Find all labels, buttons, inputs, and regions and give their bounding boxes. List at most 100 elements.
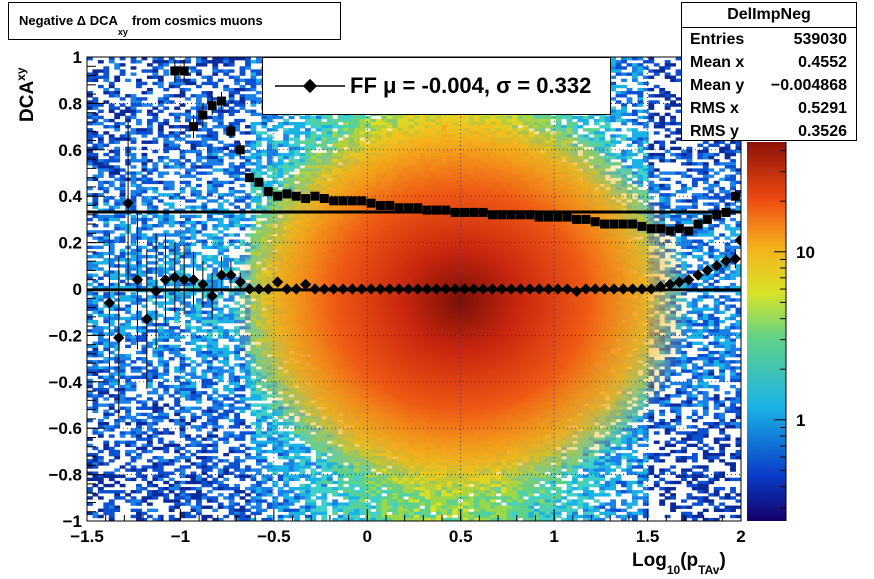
heatmap-cell <box>146 465 153 469</box>
heatmap-cell <box>201 449 208 454</box>
heatmap-cell <box>272 505 279 509</box>
heatmap-cell <box>97 326 104 330</box>
heatmap-cell <box>255 468 262 472</box>
heatmap-cell <box>294 514 300 519</box>
heatmap-cell <box>206 505 213 509</box>
heatmap-cell <box>223 125 230 129</box>
heatmap-cell <box>228 499 235 503</box>
heatmap-cell <box>250 434 257 438</box>
heatmap-cell <box>179 273 186 277</box>
heatmap-cell <box>245 425 251 429</box>
heatmap-cell <box>108 60 115 64</box>
heatmap-cell <box>92 514 99 519</box>
heatmap-cell <box>141 155 148 160</box>
heatmap-cell <box>92 310 99 315</box>
heatmap-cell <box>92 273 99 277</box>
heatmap-cell <box>114 273 121 277</box>
heatmap-cell <box>212 415 219 420</box>
heatmap-cell <box>125 118 131 123</box>
heatmap-cell <box>119 214 126 219</box>
heatmap-cell <box>223 84 230 89</box>
heatmap-cell <box>228 60 235 64</box>
heatmap-cell <box>87 186 93 191</box>
heatmap-cell <box>87 245 93 250</box>
heatmap-cell <box>234 474 240 478</box>
heatmap-cell <box>283 143 290 147</box>
heatmap-cell <box>146 360 153 364</box>
heatmap-cell <box>190 81 197 86</box>
heatmap-cell <box>168 440 175 444</box>
heatmap-cell <box>326 125 333 129</box>
heatmap-cell <box>190 307 197 311</box>
heatmap-cell <box>87 261 93 265</box>
heatmap-cell <box>108 171 115 175</box>
heatmap-cell <box>310 490 317 494</box>
heatmap-cell <box>97 449 104 454</box>
heatmap-cell <box>179 369 186 373</box>
heatmap-cell <box>136 335 142 339</box>
heatmap-cell <box>321 462 328 466</box>
heatmap-cell <box>168 490 175 494</box>
heatmap-cell <box>108 499 115 503</box>
heatmap-cell <box>261 165 268 169</box>
heatmap-cell <box>119 220 126 225</box>
heatmap-cell <box>87 353 93 358</box>
heatmap-cell <box>337 128 344 132</box>
heatmap-cell <box>136 230 142 234</box>
heatmap-cell <box>97 245 104 250</box>
heatmap-cell <box>141 511 148 516</box>
heatmap-cell <box>288 443 295 448</box>
heatmap-cell <box>163 72 170 76</box>
heatmap-cell <box>250 109 257 113</box>
heatmap-cell <box>196 230 202 234</box>
heatmap-cell <box>212 347 219 352</box>
heatmap-cell <box>217 245 224 250</box>
heatmap-cell <box>179 125 186 129</box>
heatmap-cell <box>343 480 349 485</box>
heatmap-cell <box>201 514 208 519</box>
heatmap-cell <box>310 140 317 144</box>
heatmap-cell <box>141 233 148 237</box>
heatmap-cell <box>255 72 262 76</box>
heatmap-cell <box>157 214 164 219</box>
heatmap-cell <box>321 493 328 497</box>
heatmap-cell <box>190 496 197 500</box>
heatmap-cell <box>136 369 142 373</box>
heatmap-cell <box>190 233 197 237</box>
heatmap-cell <box>245 168 251 172</box>
heatmap-cell <box>255 112 262 117</box>
heatmap-cell <box>125 493 131 497</box>
heatmap-cell <box>185 486 191 491</box>
heatmap-cell <box>250 397 257 401</box>
heatmap-cell <box>277 171 284 175</box>
heatmap-cell <box>201 94 208 98</box>
heatmap-cell <box>136 236 142 240</box>
heatmap-cell <box>217 282 224 287</box>
heatmap-cell <box>146 109 153 113</box>
heatmap-cell <box>103 261 110 265</box>
heatmap-cell <box>223 214 230 219</box>
heatmap-cell <box>157 381 164 386</box>
heatmap-cell <box>97 514 104 519</box>
heatmap-cell <box>114 397 121 401</box>
heatmap-cell <box>87 254 93 259</box>
heatmap-cell <box>114 270 121 274</box>
heatmap-cell <box>250 143 257 147</box>
heatmap-cell <box>223 360 230 364</box>
heatmap-cell <box>217 112 224 117</box>
heatmap-cell <box>108 230 115 234</box>
heatmap-cell <box>245 155 251 160</box>
heatmap-cell <box>277 165 284 169</box>
heatmap-cell <box>174 292 181 296</box>
heatmap-cell <box>212 190 219 194</box>
heatmap-cell <box>168 131 175 135</box>
heatmap-cell <box>348 118 355 123</box>
heatmap-cell <box>217 242 224 246</box>
heatmap-cell <box>103 316 110 321</box>
heatmap-cell <box>321 465 328 469</box>
heatmap-cell <box>87 131 93 135</box>
heatmap-cell <box>348 121 355 126</box>
heatmap-cell <box>234 394 240 398</box>
heatmap-cell <box>239 384 246 389</box>
heatmap-cell <box>217 140 224 144</box>
